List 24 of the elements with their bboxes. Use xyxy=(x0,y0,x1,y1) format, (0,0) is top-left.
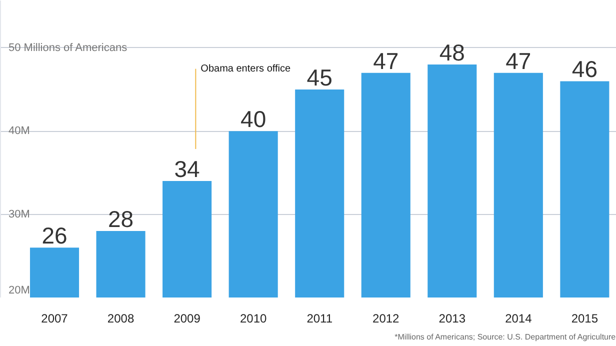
x-tick-label: 2010 xyxy=(240,312,267,326)
data-label: 48 xyxy=(439,40,465,66)
data-label: 45 xyxy=(306,64,332,91)
ref-line-label: Obama enters office xyxy=(200,63,291,74)
data-label: 46 xyxy=(572,56,598,82)
x-tick-label: 2015 xyxy=(571,312,598,326)
text: *Millions of Americans; Source: U.S. Department of Agriculture xyxy=(394,332,616,342)
y-tick-label: 40M xyxy=(8,125,30,138)
x-tick-label: 2013 xyxy=(438,312,466,326)
data-label: 34 xyxy=(174,156,200,182)
x-tick-label: 2007 xyxy=(41,312,68,326)
y-tick-label: 30M xyxy=(8,208,30,220)
data-label: 28 xyxy=(108,206,134,232)
data-label: 47 xyxy=(373,48,399,74)
y-tick-label: 50 Millions of Americans xyxy=(8,42,128,54)
x-tick-label: 2009 xyxy=(174,312,201,326)
data-label: 40 xyxy=(240,106,266,132)
y-tick-label: 20M xyxy=(8,284,30,296)
x-tick-label: 2014 xyxy=(505,312,532,326)
x-tick-label: 2008 xyxy=(107,312,134,326)
x-tick-label: 2011 xyxy=(306,312,333,326)
data-label: 47 xyxy=(506,48,532,74)
data-label: 26 xyxy=(42,222,68,249)
x-tick-label: 2012 xyxy=(372,312,400,326)
